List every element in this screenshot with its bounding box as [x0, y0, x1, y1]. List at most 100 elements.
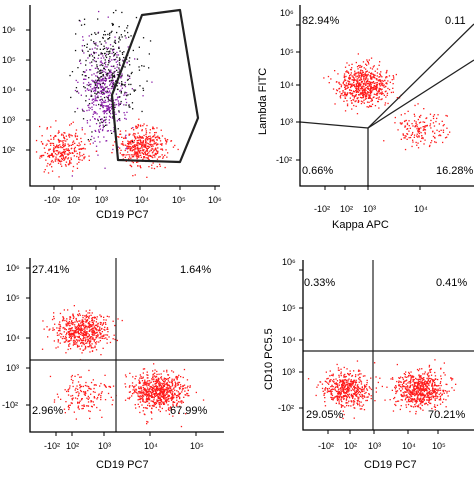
event-dot — [56, 393, 59, 395]
event-dot — [93, 397, 95, 399]
event-dot — [145, 392, 147, 394]
event-dot — [91, 102, 93, 104]
event-dot — [337, 391, 339, 393]
event-dot — [96, 93, 99, 95]
event-dot — [102, 88, 104, 91]
event-dot — [89, 340, 92, 343]
event-dot — [70, 327, 73, 330]
event-dot — [99, 314, 101, 316]
event-dot — [141, 144, 143, 146]
event-dot — [118, 59, 121, 61]
event-dot — [119, 39, 121, 41]
event-dot — [84, 337, 86, 339]
event-dot — [115, 80, 117, 82]
event-dot — [163, 401, 165, 404]
event-dot — [404, 391, 406, 393]
event-dot — [85, 342, 87, 344]
event-dot — [115, 113, 117, 115]
event-dot — [153, 149, 155, 152]
event-dot — [417, 391, 419, 393]
event-dot — [124, 374, 127, 376]
event-dot — [103, 79, 106, 81]
event-dot — [84, 143, 86, 146]
event-dot — [356, 66, 359, 68]
event-dot — [146, 398, 149, 400]
event-dot — [94, 100, 96, 102]
event-dot — [151, 390, 153, 392]
event-dot — [153, 141, 155, 143]
event-dot — [139, 386, 142, 388]
event-dot — [422, 384, 424, 386]
event-dot — [343, 381, 345, 384]
event-dot — [349, 77, 352, 79]
event-dot — [81, 339, 83, 342]
event-dot — [79, 386, 82, 388]
event-dot — [418, 381, 420, 384]
event-dot — [116, 74, 118, 76]
event-dot — [161, 144, 163, 146]
event-dot — [356, 72, 358, 74]
event-dot — [87, 336, 90, 338]
event-dot — [419, 386, 421, 388]
event-dot — [101, 98, 103, 100]
event-dot — [416, 378, 418, 380]
event-dot — [151, 388, 153, 391]
event-dot — [165, 149, 167, 151]
event-dot — [168, 400, 170, 402]
event-dot — [141, 65, 143, 67]
event-dot — [105, 91, 107, 94]
event-dot — [361, 389, 363, 391]
event-dot — [347, 80, 349, 82]
event-dot — [131, 147, 133, 149]
event-dot — [383, 140, 385, 142]
event-dot — [359, 392, 362, 394]
event-dot — [113, 75, 115, 77]
event-dot — [104, 110, 106, 112]
event-dot — [162, 395, 164, 397]
event-dot — [342, 94, 344, 97]
event-dot — [421, 383, 423, 385]
event-dot — [359, 72, 361, 75]
event-dot — [439, 399, 441, 401]
event-dot — [187, 395, 189, 397]
event-dot — [80, 342, 82, 345]
event-dot — [67, 149, 69, 151]
event-dot — [132, 175, 134, 177]
event-dot — [339, 91, 341, 93]
event-dot — [144, 153, 146, 155]
event-dot — [140, 387, 142, 390]
event-dot — [145, 150, 147, 152]
event-dot — [425, 117, 427, 120]
event-dot — [343, 80, 345, 82]
event-dot — [391, 389, 393, 391]
event-dot — [121, 154, 123, 156]
event-dot — [149, 138, 151, 140]
event-dot — [147, 158, 150, 160]
event-dot — [86, 46, 88, 48]
event-dot — [112, 86, 114, 88]
event-dot — [416, 401, 418, 403]
event-dot — [92, 337, 94, 339]
event-dot — [428, 394, 430, 396]
event-dot — [420, 385, 422, 387]
event-dot — [91, 346, 93, 349]
event-dot — [168, 413, 171, 415]
event-dot — [358, 381, 360, 383]
event-dot — [433, 389, 435, 391]
event-dot — [399, 386, 402, 388]
event-dot — [180, 376, 182, 378]
event-dot — [361, 70, 364, 72]
event-dot — [162, 156, 165, 158]
event-dot — [358, 75, 360, 77]
event-dot — [122, 143, 124, 145]
event-dot — [104, 90, 107, 93]
event-dot — [139, 152, 141, 154]
event-dot — [114, 41, 116, 43]
event-dot — [360, 383, 363, 385]
event-dot — [123, 112, 125, 114]
event-dot — [373, 96, 375, 98]
event-dot — [46, 152, 49, 155]
event-dot — [172, 401, 174, 403]
event-dot — [446, 390, 448, 393]
event-dot — [150, 143, 152, 145]
